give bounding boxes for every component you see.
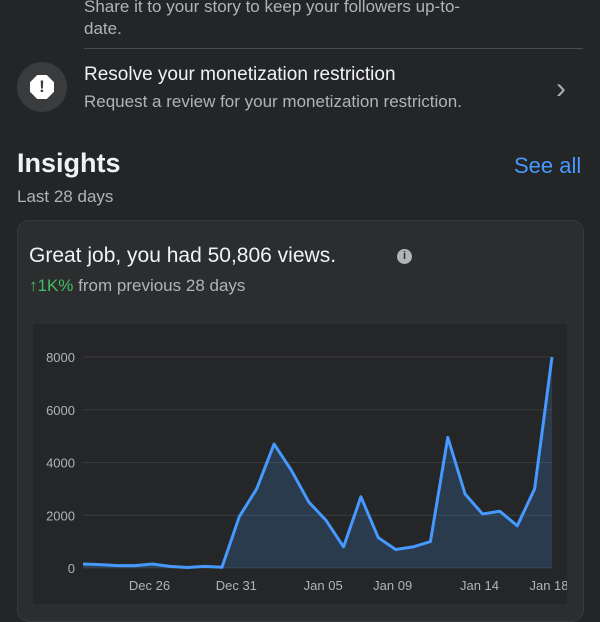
y-tick-label: 6000 [46,403,75,418]
y-tick-label: 4000 [46,456,75,471]
prev-desc-line2: date. [84,18,460,40]
y-tick-label: 8000 [46,350,75,365]
divider [84,48,583,49]
monetization-description: Request a review for your monetization r… [84,92,462,112]
x-tick-label: Jan 09 [373,578,412,593]
views-chart: 0 2000 4000 6000 8000 Dec 26 Dec 31 Jan 05 Jan 0… [33,324,567,604]
prev-desc-line1: Share it to your story to keep your foll… [84,0,460,18]
info-icon[interactable]: i [397,249,412,264]
insights-period: Last 28 days [17,187,113,207]
prev-item-description: Share it to your story to keep your foll… [84,0,460,40]
chevron-right-icon: › [556,72,566,106]
change-value: ↑1K% [29,276,73,295]
y-tick-label: 0 [68,561,75,576]
x-tick-label: Dec 31 [216,578,257,593]
change-row: ↑1K% from previous 28 days [29,276,245,296]
alert-octagon-icon: ! [17,62,67,112]
monetization-item[interactable]: ! Resolve your monetization restriction … [0,50,600,125]
y-tick-label: 2000 [46,508,75,523]
see-all-link[interactable]: See all [514,153,581,179]
insights-card: Great job, you had 50,806 views. i ↑1K% … [17,220,584,622]
x-tick-label: Jan 18 [529,578,567,593]
change-suffix: from previous 28 days [78,276,245,295]
x-tick-label: Jan 05 [304,578,343,593]
x-tick-label: Dec 26 [129,578,170,593]
monetization-title: Resolve your monetization restriction [84,64,396,86]
insights-title: Insights [17,148,121,179]
views-headline: Great job, you had 50,806 views. [29,244,336,268]
x-tick-label: Jan 14 [460,578,499,593]
